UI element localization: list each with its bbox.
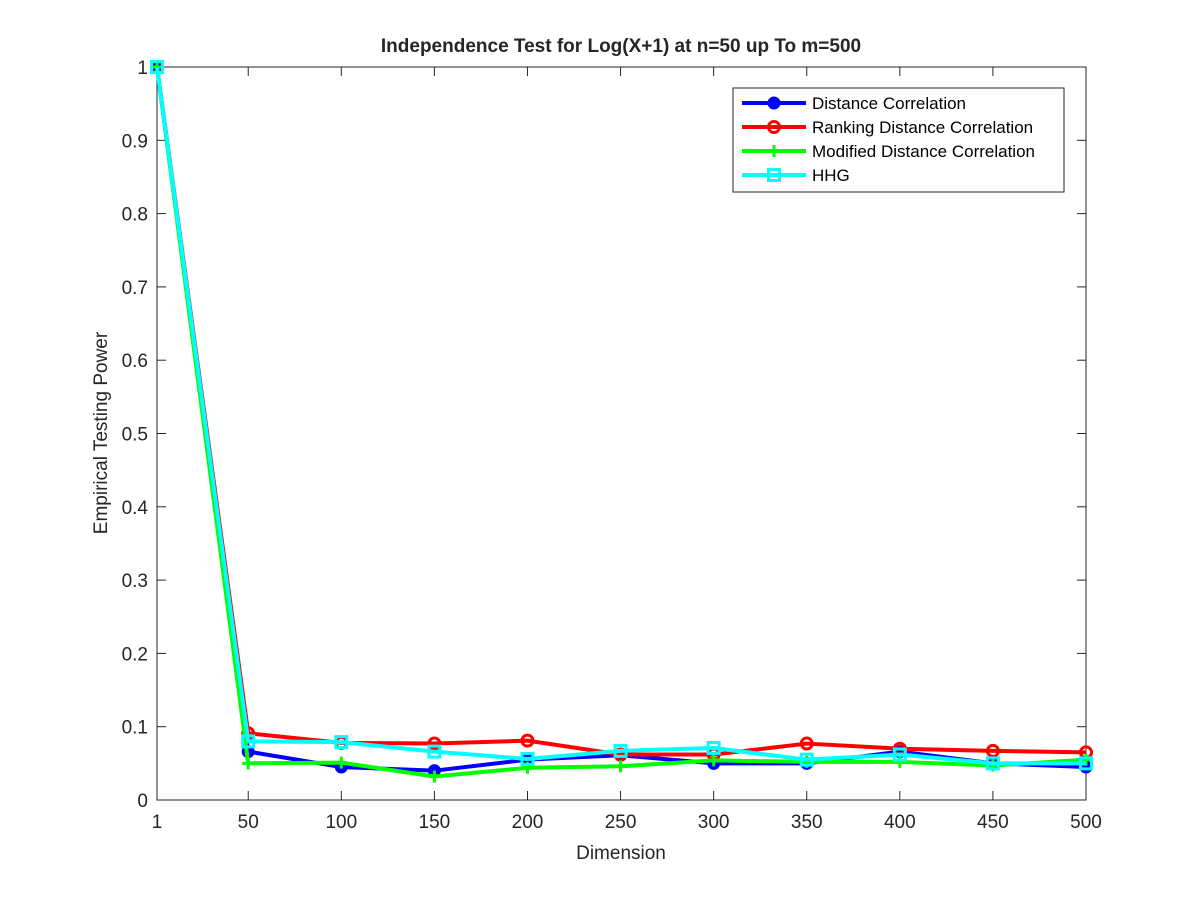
y-tick-label: 0.8	[122, 205, 148, 226]
y-tick-label: 0	[137, 791, 148, 812]
data-point	[520, 733, 535, 748]
data-point	[1079, 756, 1093, 771]
y-tick-label: 0.7	[122, 278, 148, 299]
data-point	[150, 60, 164, 74]
data-point	[242, 757, 255, 770]
legend-label: Modified Distance Correlation	[812, 142, 1035, 161]
legend: Distance Correlation Ranking Distance Cor…	[732, 87, 1065, 193]
x-tick-label: 200	[512, 812, 544, 833]
y-tick-label: 0.3	[122, 571, 148, 592]
legend-marker	[768, 145, 780, 157]
data-point	[241, 734, 256, 749]
data-point	[707, 754, 720, 767]
data-point	[520, 751, 535, 766]
legend-label: HHG	[812, 166, 850, 185]
legend-entry: Modified Distance Correlation	[742, 142, 1035, 161]
y-tick-label: 1	[137, 58, 148, 79]
x-tick-label: 250	[605, 812, 637, 833]
y-tick-label: 0.1	[122, 718, 148, 739]
series-hhg	[150, 60, 1093, 771]
data-point	[613, 743, 628, 758]
x-tick-label: 300	[698, 812, 730, 833]
data-point	[334, 735, 349, 750]
data-point	[706, 740, 721, 755]
data-point	[335, 756, 348, 769]
x-tick-label: 100	[325, 812, 357, 833]
y-tick-label: 0.2	[122, 644, 148, 665]
data-point	[799, 736, 814, 751]
x-axis-label: Dimension	[576, 843, 666, 864]
chart-title: Independence Test for Log(X+1) at n=50 u…	[381, 36, 861, 57]
x-tick-label: 150	[419, 812, 451, 833]
legend-entry: Ranking Distance Correlation	[742, 118, 1033, 137]
y-tick-label: 0.6	[122, 351, 148, 372]
x-tick-label: 450	[977, 812, 1009, 833]
y-tick-label: 0.9	[122, 131, 148, 152]
legend-label: Distance Correlation	[812, 94, 966, 113]
data-point	[427, 744, 442, 759]
y-tick-label: 0.4	[122, 498, 149, 519]
x-tick-label: 50	[238, 812, 259, 833]
legend-marker	[767, 96, 781, 110]
data-point	[893, 755, 906, 768]
series-line	[155, 66, 1086, 766]
data-point	[614, 760, 627, 773]
data-point	[427, 736, 442, 751]
series-line	[155, 66, 1087, 757]
data-point	[428, 770, 441, 783]
data-point	[985, 756, 1000, 771]
legend-marker	[767, 120, 781, 134]
data-point	[892, 747, 907, 762]
x-tick-label: 1	[152, 812, 163, 833]
x-tick-label: 500	[1070, 812, 1102, 833]
x-tick-label: 400	[884, 812, 916, 833]
y-axis-label: Empirical Testing Power	[91, 331, 112, 534]
x-tick-label: 350	[791, 812, 823, 833]
legend-label: Ranking Distance Correlation	[812, 118, 1033, 137]
legend-marker	[767, 168, 781, 182]
y-tick-label: 0.5	[122, 425, 148, 446]
legend-entry: HHG	[742, 166, 850, 185]
data-point	[799, 752, 814, 767]
legend-entry: Distance Correlation	[742, 94, 966, 113]
